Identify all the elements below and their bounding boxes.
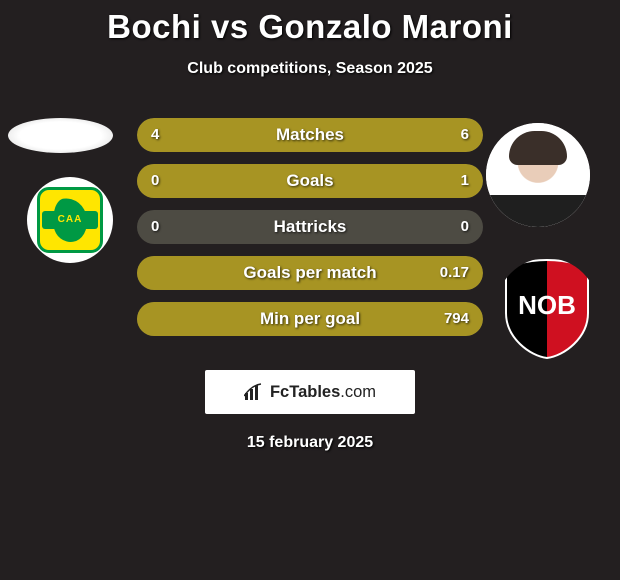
stat-label: Min per goal [137,302,483,336]
stat-value-left: 4 [151,118,159,152]
stat-value-right: 0.17 [440,256,469,290]
page-title: Bochi vs Gonzalo Maroni [0,0,620,46]
watermark-text: FcTables [270,383,340,402]
stat-label: Goals [137,164,483,198]
stat-value-right: 6 [461,118,469,152]
stat-row: Goals per match0.17 [137,256,483,290]
stat-label: Hattricks [137,210,483,244]
stat-row: Min per goal794 [137,302,483,336]
stat-value-right: 1 [461,164,469,198]
stat-label: Goals per match [137,256,483,290]
stat-value-right: 794 [444,302,469,336]
watermark-suffix: .com [340,383,376,402]
stat-value-left: 0 [151,210,159,244]
stat-row: Goals0 1 [137,164,483,198]
stat-row: Hattricks0 0 [137,210,483,244]
stat-label: Matches [137,118,483,152]
stat-value-left: 0 [151,164,159,198]
stats-container: Matches46Goals01Hattricks00Goals per mat… [0,118,620,348]
stat-value-right: 0 [461,210,469,244]
date-text: 15 february 2025 [0,434,620,452]
stat-row: Matches4 6 [137,118,483,152]
bar-chart-icon [244,383,264,401]
page-subtitle: Club competitions, Season 2025 [0,60,620,78]
watermark-badge: FcTables.com [205,370,415,414]
